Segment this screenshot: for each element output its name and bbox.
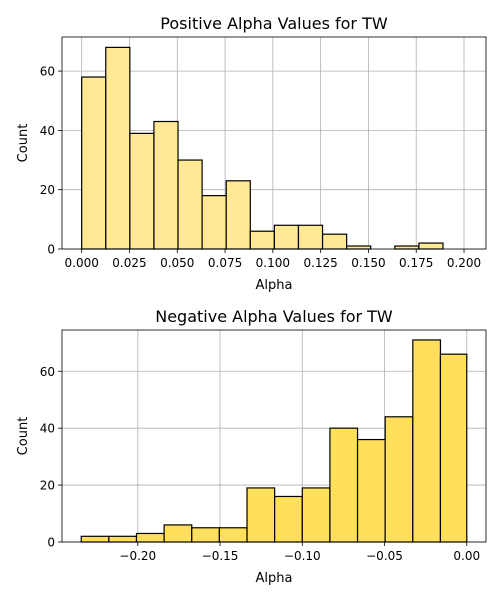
positive-x-tick-label-0: 0.000 [65, 256, 99, 270]
positive-x-tick-label-7: 0.175 [399, 256, 433, 270]
positive-bar-3 [153, 120, 179, 250]
negative-bar-10 [356, 438, 386, 543]
negative-x-axis-label: Alpha [256, 571, 293, 586]
positive-x-tick-label-5: 0.125 [303, 256, 337, 270]
positive-alpha-histogram: 0.000 0.025 0.050 0.075 0.100 0.125 0.150 0.175… [16, 14, 487, 293]
negative-bar-7 [274, 495, 303, 543]
negative-bar-13 [439, 353, 468, 543]
negative-y-tick-label-2: 40 [40, 422, 55, 436]
negative-y-tick-label-3: 60 [40, 365, 55, 379]
negative-bar-11 [384, 416, 414, 543]
negative-bar-6 [246, 487, 276, 543]
negative-x-tick-label-4: 0.00 [453, 549, 480, 563]
negative-bar-9 [329, 427, 359, 543]
negative-y-axis-label: Count [16, 417, 31, 456]
positive-y-axis-label: Count [16, 124, 31, 163]
positive-x-tick-label-3: 0.075 [208, 256, 242, 270]
negative-bar-2 [135, 532, 165, 543]
positive-x-tick-label-2: 0.050 [160, 256, 194, 270]
positive-bar-14 [418, 242, 444, 250]
positive-bar-8 [273, 224, 300, 250]
positive-bar-10 [321, 233, 348, 250]
positive-x-tick-label-8: 0.200 [447, 256, 481, 270]
positive-bar-9 [297, 224, 324, 250]
negative-x-tick-label-1: −0.15 [202, 549, 239, 563]
positive-bar-11 [346, 245, 372, 250]
negative-bar-1 [108, 535, 138, 543]
negative-bars [80, 339, 468, 543]
negative-x-tick-label-0: −0.20 [119, 549, 156, 563]
negative-bar-8 [301, 487, 331, 543]
positive-bar-6 [225, 180, 251, 250]
negative-plot-frame [61, 329, 487, 543]
negative-y-ticks: 0 20 40 60 [40, 365, 62, 550]
negative-bar-5 [218, 527, 248, 543]
positive-bars [81, 46, 444, 250]
positive-x-tick-label-6: 0.150 [351, 256, 385, 270]
positive-chart-title: Positive Alpha Values for TW [160, 14, 388, 33]
positive-bar-0 [81, 76, 107, 250]
negative-bar-0 [80, 535, 110, 543]
positive-y-tick-label-1: 20 [40, 183, 55, 197]
positive-x-ticks: 0.000 0.025 0.050 0.075 0.100 0.125 0.150 0.175… [65, 249, 481, 270]
positive-y-tick-label-0: 0 [47, 243, 55, 257]
negative-alpha-histogram: −0.20 −0.15 −0.10 −0.05 0.00 0 20 40 60 Negativ… [16, 307, 487, 586]
positive-x-tick-label-1: 0.025 [112, 256, 146, 270]
negative-y-tick-label-1: 20 [40, 479, 55, 493]
positive-x-tick-label-4: 0.100 [256, 256, 290, 270]
positive-y-tick-label-2: 40 [40, 124, 55, 138]
positive-bar-1 [105, 46, 131, 250]
positive-y-tick-label-3: 60 [40, 65, 55, 79]
positive-x-axis-label: Alpha [256, 278, 293, 293]
positive-plot-frame [61, 36, 487, 250]
negative-bar-4 [191, 527, 220, 543]
negative-x-tick-label-2: −0.10 [284, 549, 321, 563]
negative-x-tick-label-3: −0.05 [366, 549, 403, 563]
positive-bar-5 [201, 195, 227, 250]
negative-x-ticks: −0.20 −0.15 −0.10 −0.05 0.00 [119, 542, 480, 563]
negative-bar-12 [412, 339, 442, 543]
positive-bar-4 [177, 159, 203, 250]
positive-y-ticks: 0 20 40 60 [40, 65, 62, 257]
positive-bar-7 [249, 230, 275, 250]
positive-bar-2 [129, 132, 155, 250]
negative-chart-title: Negative Alpha Values for TW [155, 307, 393, 326]
negative-y-tick-label-0: 0 [47, 536, 55, 550]
positive-bar-13 [394, 245, 420, 250]
negative-bar-3 [163, 524, 193, 543]
